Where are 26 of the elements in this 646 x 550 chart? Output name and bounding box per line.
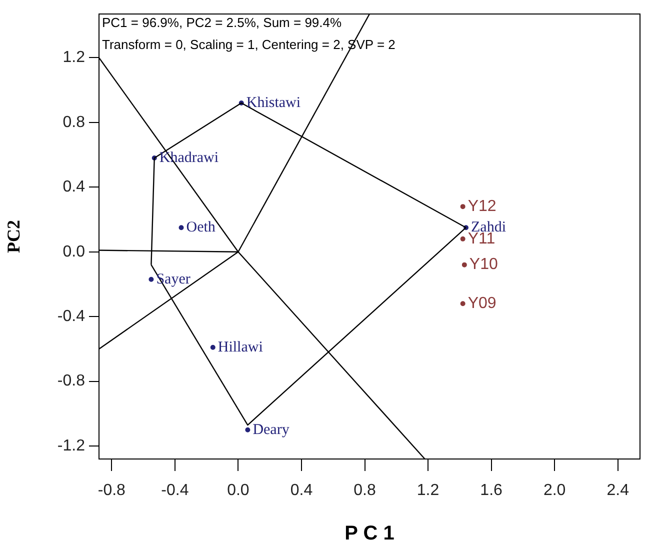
y-tick-label: 0.8 xyxy=(62,114,86,131)
x-tick-label: 2.0 xyxy=(543,482,566,500)
x-axis-title: P C 1 xyxy=(344,522,394,545)
y-tick-label: -0.8 xyxy=(57,372,86,390)
x-tick-label: -0.4 xyxy=(161,482,189,500)
x-tick-label: 0.4 xyxy=(290,482,313,500)
x-tick-label: 1.6 xyxy=(480,482,503,500)
x-tick-label: 0.0 xyxy=(227,482,250,500)
y-tick-label: 1.2 xyxy=(62,49,86,66)
y-tick-label: -0.4 xyxy=(57,308,86,326)
y-tick-label: 0.0 xyxy=(62,243,86,260)
y-tick-label: 0.4 xyxy=(62,178,86,196)
series-label: Deary xyxy=(252,422,290,438)
series-label: Y12 xyxy=(468,198,496,215)
series-label: Khistawi xyxy=(246,94,301,111)
y-tick-label: -1.2 xyxy=(57,437,86,454)
x-tick-label: 1.2 xyxy=(416,482,440,500)
series-label: Y10 xyxy=(469,256,498,274)
y-axis-title: PC2 xyxy=(3,220,24,253)
series-label: Oeth xyxy=(186,220,216,236)
x-tick-label: 2.4 xyxy=(606,482,630,500)
annotation: PC1 = 96.9%, PC2 = 2.5%, Sum = 99.4% xyxy=(102,15,342,30)
x-tick-label: 0.8 xyxy=(354,482,376,500)
series-label: Y09 xyxy=(468,295,496,312)
x-tick-label: -0.8 xyxy=(98,482,126,500)
series-label: Hillawi xyxy=(218,339,263,356)
